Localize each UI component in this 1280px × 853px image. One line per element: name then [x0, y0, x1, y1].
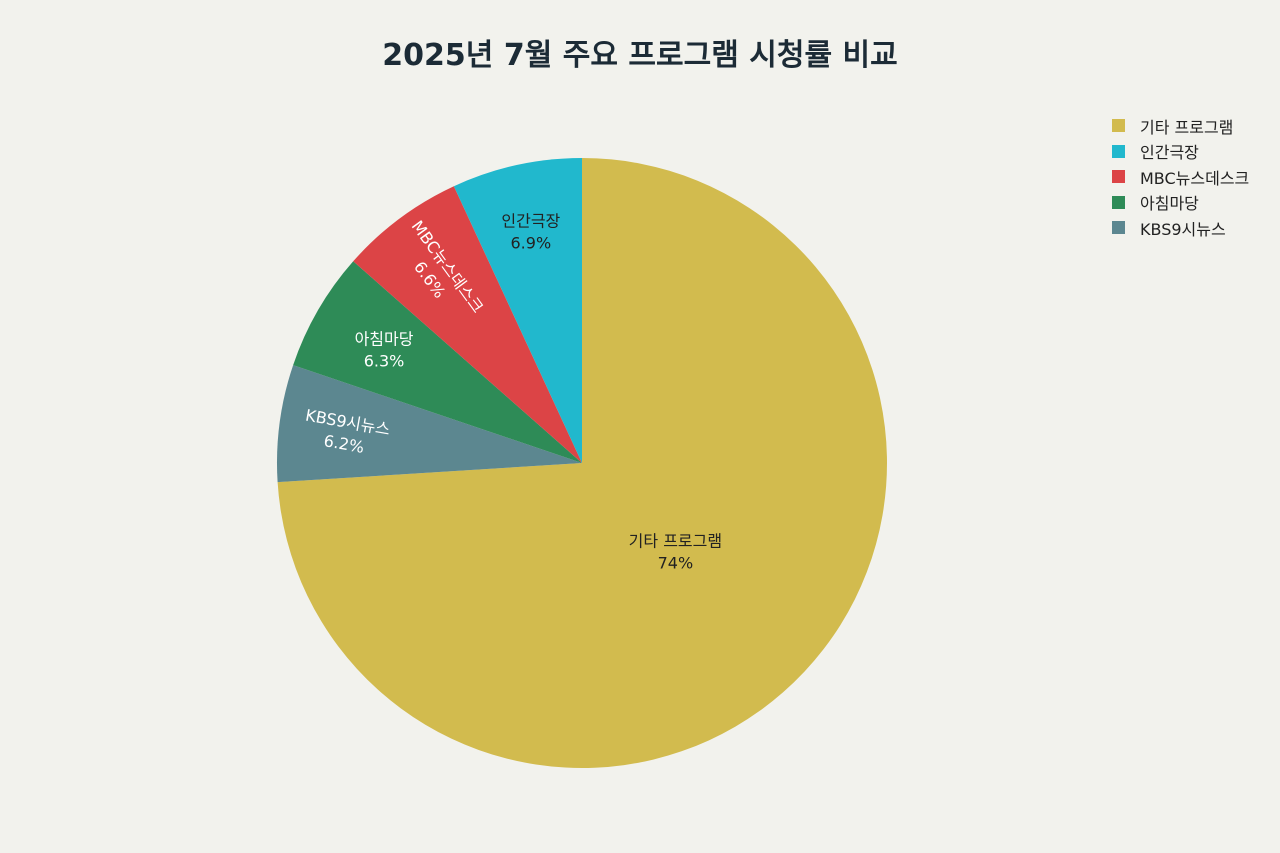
legend-swatch — [1112, 144, 1125, 158]
legend-swatch — [1112, 170, 1125, 184]
slice-label-인간극장: 인간극장 6.9% — [501, 212, 560, 253]
slice-label-name: 아침마당 — [355, 329, 414, 348]
legend-item-아침마당[interactable]: 아침마당 — [1112, 190, 1249, 216]
legend-item-mbc뉴스데스크[interactable]: MBC뉴스데스크 — [1112, 164, 1249, 190]
legend-label: 기타 프로그램 — [1140, 117, 1234, 137]
legend-swatch — [1112, 195, 1125, 209]
legend-item-인간극장[interactable]: 인간극장 — [1112, 139, 1249, 165]
pie-slice-기타-프로그램[interactable] — [277, 158, 888, 769]
legend-label: MBC뉴스데스크 — [1140, 168, 1250, 188]
slice-label-value: 74% — [658, 554, 694, 573]
legend-swatch — [1112, 119, 1125, 133]
chart-title: 2025년 7월 주요 프로그램 시청률 비교 — [382, 38, 898, 73]
pie-slice-mbc뉴스데스크[interactable] — [353, 186, 582, 463]
slice-label-기타-프로그램: 기타 프로그램 74% — [629, 532, 722, 573]
slice-label-value: 6.9% — [511, 234, 552, 253]
slice-label-아침마당: 아침마당 6.3% — [355, 329, 414, 370]
legend-label: 아침마당 — [1140, 194, 1199, 214]
legend-label: KBS9시뉴스 — [1140, 219, 1226, 239]
legend-item-기타-프로그램[interactable]: 기타 프로그램 — [1112, 113, 1249, 139]
slice-label-value: 6.3% — [364, 351, 405, 370]
legend-swatch — [1112, 221, 1125, 235]
pie-slice-kbs9시뉴스[interactable] — [276, 365, 582, 483]
slice-label-name: 인간극장 — [501, 212, 560, 231]
pie-slice-아침마당[interactable] — [293, 261, 582, 463]
legend-label: 인간극장 — [1140, 143, 1199, 163]
legend-item-kbs9시뉴스[interactable]: KBS9시뉴스 — [1112, 215, 1249, 241]
slice-label-name: 기타 프로그램 — [629, 532, 722, 551]
pie-slice-인간극장[interactable] — [453, 158, 582, 463]
